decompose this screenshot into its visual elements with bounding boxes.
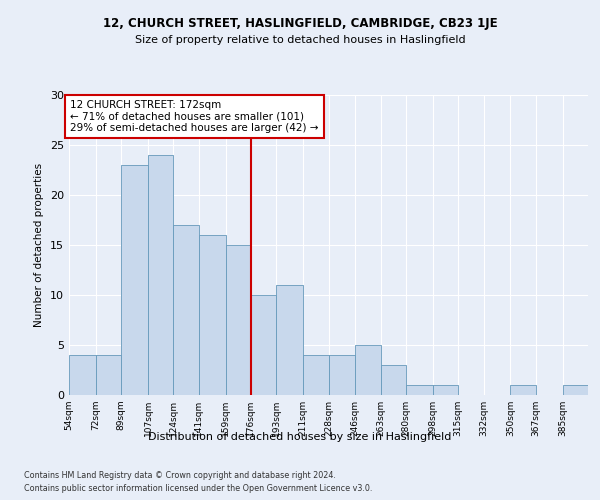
Text: 12 CHURCH STREET: 172sqm
← 71% of detached houses are smaller (101)
29% of semi-: 12 CHURCH STREET: 172sqm ← 71% of detach… [70,100,319,133]
Text: Distribution of detached houses by size in Haslingfield: Distribution of detached houses by size … [148,432,452,442]
Bar [511,385,536,395]
Y-axis label: Number of detached properties: Number of detached properties [34,163,44,327]
Bar [96,355,121,395]
Text: Size of property relative to detached houses in Haslingfield: Size of property relative to detached ho… [134,35,466,45]
Bar [69,355,96,395]
Bar [380,365,406,395]
Text: Contains HM Land Registry data © Crown copyright and database right 2024.: Contains HM Land Registry data © Crown c… [24,471,336,480]
Text: Contains public sector information licensed under the Open Government Licence v3: Contains public sector information licen… [24,484,373,493]
Bar [433,385,458,395]
Bar [277,285,303,395]
Bar [148,155,173,395]
Bar [406,385,433,395]
Bar [329,355,355,395]
Bar [251,295,277,395]
Bar [173,225,199,395]
Bar [199,235,226,395]
Bar [121,165,148,395]
Bar [355,345,380,395]
Bar [226,245,251,395]
Bar [563,385,588,395]
Text: 12, CHURCH STREET, HASLINGFIELD, CAMBRIDGE, CB23 1JE: 12, CHURCH STREET, HASLINGFIELD, CAMBRID… [103,18,497,30]
Bar [303,355,329,395]
